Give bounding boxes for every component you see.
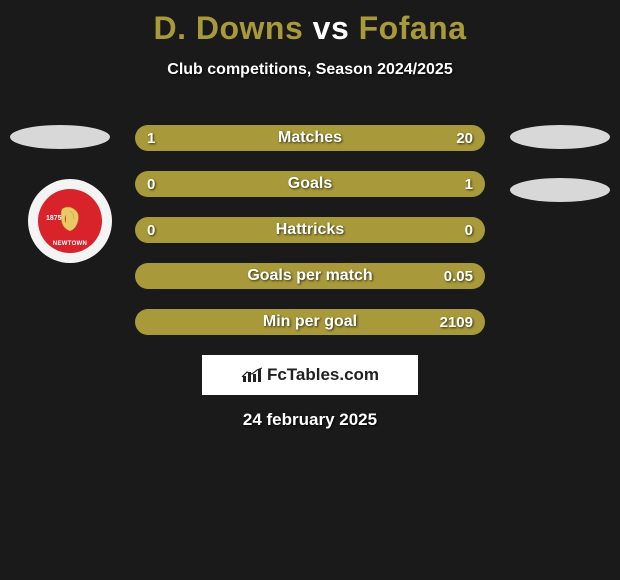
player2-name: Fofana — [359, 10, 467, 46]
badge-year: 1875 — [46, 215, 62, 222]
date-text: 24 february 2025 — [0, 410, 620, 430]
stat-bar: Matches 1 20 — [135, 125, 485, 151]
stat-left-value: 0 — [147, 222, 155, 239]
stat-right-value: 20 — [456, 130, 473, 147]
stat-right-value: 1 — [465, 176, 473, 193]
stat-bar: Goals 0 1 — [135, 171, 485, 197]
brand-box[interactable]: FcTables.com — [202, 355, 418, 395]
stat-right-value: 0.05 — [444, 268, 473, 285]
stat-left-value: 0 — [147, 176, 155, 193]
brand-text: FcTables.com — [267, 365, 379, 385]
stat-bar: Min per goal 2109 — [135, 309, 485, 335]
stat-label: Hattricks — [276, 221, 344, 239]
stats-bars: Matches 1 20 Goals 0 1 Hattricks 0 0 Goals per ma… — [135, 125, 485, 355]
player1-name: D. Downs — [153, 10, 303, 46]
player1-photo-placeholder — [10, 125, 110, 149]
stat-label: Matches — [278, 129, 342, 147]
stat-label: Goals — [288, 175, 332, 193]
stat-bar: Hattricks 0 0 — [135, 217, 485, 243]
player2-club-placeholder — [510, 178, 610, 202]
stat-left-value: 1 — [147, 130, 155, 147]
chart-icon — [241, 366, 263, 384]
player1-club-badge: 1875 NEWTOWN — [28, 179, 112, 263]
stat-label: Min per goal — [263, 313, 357, 331]
player2-photo-placeholder — [510, 125, 610, 149]
club-badge-inner: 1875 NEWTOWN — [38, 189, 102, 253]
subtitle: Club competitions, Season 2024/2025 — [0, 61, 620, 79]
stat-right-value: 0 — [465, 222, 473, 239]
stat-label: Goals per match — [247, 267, 372, 285]
stat-bar: Goals per match 0.05 — [135, 263, 485, 289]
stat-right-value: 2109 — [440, 314, 473, 331]
vs-text: vs — [313, 10, 350, 46]
comparison-title: D. Downs vs Fofana — [0, 0, 620, 47]
badge-name: NEWTOWN — [53, 241, 87, 247]
